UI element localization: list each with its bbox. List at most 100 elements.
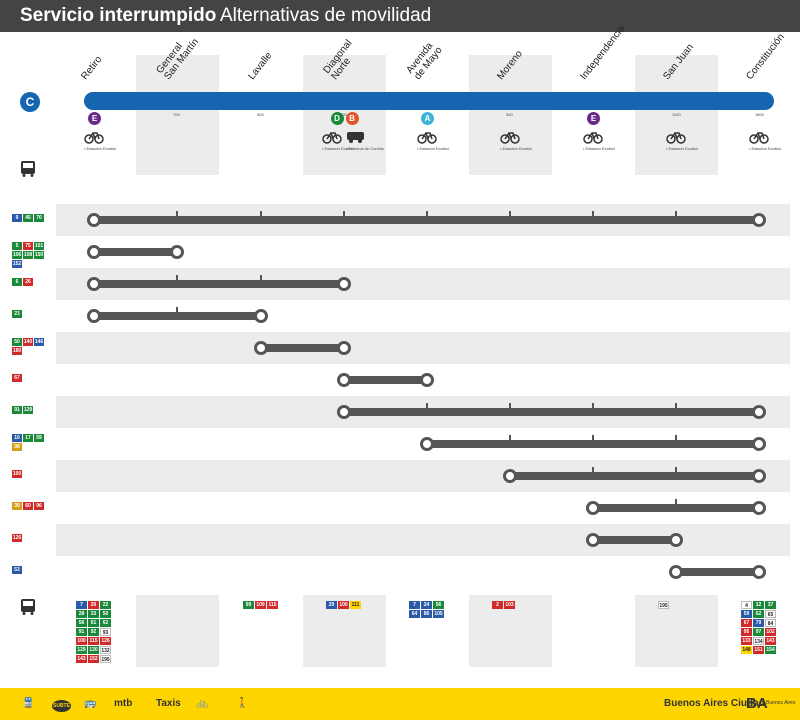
bus-line-badge: 150 — [34, 251, 44, 259]
bus-line-badge: 143 — [765, 637, 776, 645]
bus-line-badge: 99 — [243, 601, 254, 609]
bus-line-badge: 146 — [34, 338, 44, 346]
station-name: Independencia — [578, 23, 628, 82]
route-stop-tick — [176, 211, 178, 216]
station-name: Retiro — [79, 54, 105, 82]
bus-line-badge: 180 — [12, 347, 22, 355]
route-line — [261, 344, 344, 352]
route-start — [586, 533, 600, 547]
bus-line-badge: 101 — [34, 242, 44, 250]
bus-line-badge: 39 — [12, 502, 22, 510]
bus-line-badge: 64 — [409, 610, 420, 618]
bus-line-badge: 17 — [23, 434, 33, 442]
bus-line-badge: 132 — [100, 646, 111, 654]
taxis-label: Taxis — [156, 698, 181, 709]
subte-icon: SUBTE — [52, 700, 71, 712]
amenity-label: • Estación Ecobici — [749, 146, 781, 151]
bus-line-badge: 109 — [255, 601, 266, 609]
route-stop-tick — [260, 211, 262, 216]
bus-line-badge: 115 — [267, 601, 278, 609]
bus-line-badge: 152 — [88, 655, 99, 663]
bus-line-badge: 9 — [12, 214, 22, 222]
amenity-label: • Estación Ecobici — [84, 146, 116, 151]
amenity-label: • Estación Ecobici — [417, 146, 449, 151]
bus-line-badge: 100 — [12, 470, 22, 478]
route-stop-tick — [675, 403, 677, 408]
bus-line-badge: 50 — [100, 610, 111, 618]
bus-line-badge: 126 — [100, 637, 111, 645]
route-start — [337, 373, 351, 387]
bus-line-badge: 24 — [421, 601, 432, 609]
bus-line-badge: 102 — [765, 628, 776, 636]
line-c-bar — [84, 92, 774, 110]
route-stop-tick — [675, 499, 677, 504]
route-stop-tick — [592, 211, 594, 216]
route-end — [752, 437, 766, 451]
route-start — [87, 213, 101, 227]
van-icon — [346, 130, 366, 144]
amenity-label: • Estación Ecobici — [583, 146, 615, 151]
title-bar: Servicio interrumpido Alternativas de mo… — [0, 0, 800, 32]
route-stop-tick — [592, 435, 594, 440]
bicycle-icon — [583, 130, 603, 144]
route-start — [87, 277, 101, 291]
route-start — [87, 245, 101, 259]
station-number: 300 — [506, 112, 513, 117]
route-start — [420, 437, 434, 451]
bicycle-icon — [417, 130, 437, 144]
connection-badge: D — [330, 112, 344, 125]
column-shade — [136, 55, 219, 175]
connection-badge: A — [421, 112, 434, 125]
bus-line-badge: 67 — [12, 374, 22, 382]
connection-badge: E — [587, 112, 600, 125]
train-icon: 🚆 — [22, 698, 35, 709]
route-stop-tick — [426, 211, 428, 216]
bus-line-badge: 195 — [658, 601, 669, 609]
bus-line-badge: 37 — [765, 601, 776, 609]
route-start — [254, 341, 268, 355]
route-end — [669, 533, 683, 547]
bus-line-badge: 20 — [88, 601, 99, 609]
bus-icon: 🚌 — [84, 698, 97, 709]
bus-line-badge: 56 — [76, 619, 87, 627]
ba-logo: BA — [746, 695, 768, 712]
bus-line-badge: 105 — [433, 610, 444, 618]
row-band — [56, 332, 790, 364]
line-c-badge: C — [20, 92, 40, 112]
route-stop-tick — [675, 211, 677, 216]
station-number: 1100 — [672, 112, 681, 117]
route-start — [87, 309, 101, 323]
amenity-label: • Terminal de Combis — [346, 146, 384, 151]
metrobus-label: mtb — [114, 698, 133, 709]
route-stop-tick — [509, 211, 511, 216]
station-number: 1800 — [755, 112, 764, 117]
bus-line-badge: 62 — [753, 610, 764, 618]
bus-line-badge: 7 — [76, 601, 87, 609]
amenity-label: • Estación Ecobici — [322, 146, 354, 151]
bus-line-badge: 6 — [12, 278, 22, 286]
page-title: Servicio interrumpido — [20, 5, 217, 26]
bus-line-badge: 133 — [741, 637, 752, 645]
column-shade — [635, 595, 718, 667]
bus-line-badge: 152 — [12, 260, 22, 268]
bus-line-badge: 140 — [23, 338, 33, 346]
bus-line-badge: 22 — [100, 601, 111, 609]
route-end — [170, 245, 184, 259]
bus-line-badge: 33 — [88, 610, 99, 618]
bus-line-badge: 91 — [12, 406, 22, 414]
amenity-label: • Estación Ecobici — [500, 146, 532, 151]
route-stop-tick — [509, 435, 511, 440]
bus-line-badge: 5 — [12, 242, 22, 250]
bus-line-badge: 154 — [765, 646, 776, 654]
bus-line-badge: 115 — [88, 637, 99, 645]
route-end — [752, 405, 766, 419]
bus-line-badge: 96 — [34, 502, 44, 510]
bus-line-badge: 92 — [88, 628, 99, 636]
bus-line-badge: 29 — [326, 601, 337, 609]
route-start — [337, 405, 351, 419]
bus-line-badge: 4 — [741, 601, 752, 609]
route-start — [503, 469, 517, 483]
connection-badge: B — [345, 112, 359, 125]
route-end — [337, 277, 351, 291]
route-stop-tick — [176, 307, 178, 312]
